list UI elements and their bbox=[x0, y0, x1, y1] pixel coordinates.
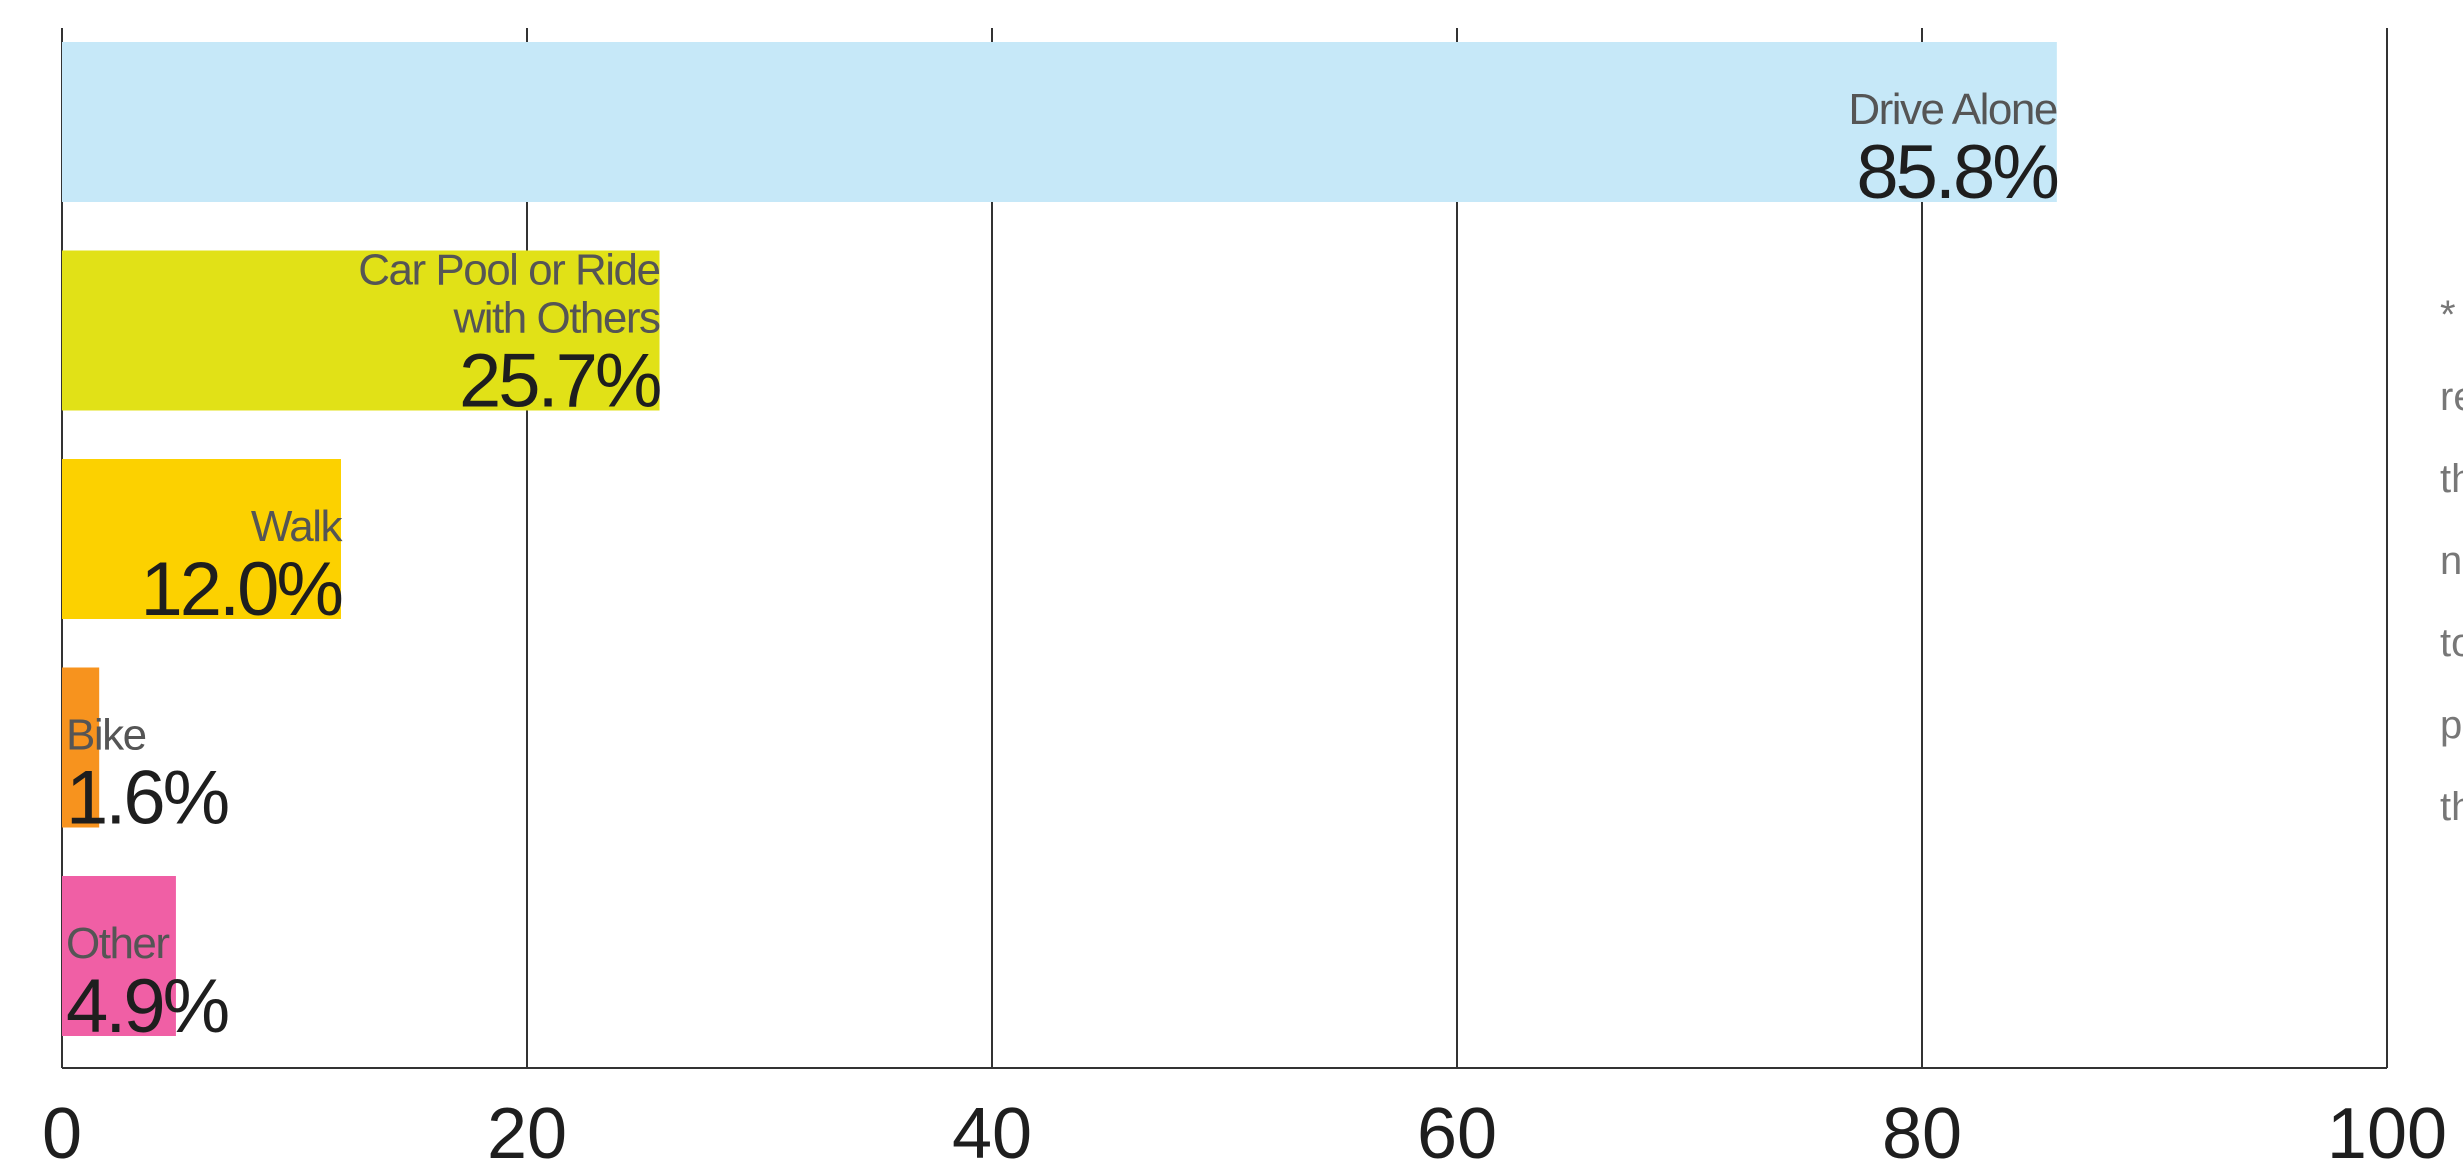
x-tick-label: 40 bbox=[952, 1094, 1032, 1164]
bar-value-label: 12.0% bbox=[141, 547, 342, 632]
x-tick-label: 60 bbox=[1417, 1094, 1497, 1164]
side-note-line: th bbox=[2440, 457, 2463, 501]
bar-category-label: Other bbox=[66, 919, 169, 968]
side-note-line: to bbox=[2440, 621, 2463, 665]
bar-category-label: Car Pool or Ride bbox=[358, 246, 659, 295]
x-tick-label: 100 bbox=[2327, 1094, 2447, 1164]
side-note-line: re bbox=[2440, 375, 2463, 419]
bar bbox=[62, 667, 100, 828]
chart-bars: 85.8%Drive Alone 25.7% Car Pool or Ridewit… bbox=[62, 42, 2060, 1049]
bar-category-label: with Others bbox=[453, 294, 661, 343]
bar bbox=[62, 876, 176, 1036]
bar bbox=[62, 459, 341, 619]
side-note-line: p bbox=[2440, 703, 2462, 747]
bar-value-label: 25.7% bbox=[459, 339, 660, 424]
bar bbox=[62, 42, 2057, 202]
x-tick-label: 80 bbox=[1882, 1094, 1962, 1164]
x-tick-label: 0 bbox=[42, 1094, 82, 1164]
bar bbox=[62, 250, 660, 411]
bar-category-label: Drive Alone bbox=[1848, 85, 2057, 134]
bar-value-label: 1.6% bbox=[66, 756, 228, 841]
side-note-line: th bbox=[2440, 785, 2463, 829]
bar-value-label: 85.8% bbox=[1856, 130, 2057, 215]
bar-category-label: Bike bbox=[66, 711, 146, 760]
side-note-line: n bbox=[2440, 539, 2462, 583]
x-tick-label: 20 bbox=[487, 1094, 567, 1164]
side-note-line: * bbox=[2440, 293, 2456, 337]
bar-category-label: Walk bbox=[251, 502, 344, 551]
side-note: * re th n to p th bbox=[2440, 293, 2463, 829]
x-axis: 0 20 40 60 80 100 bbox=[42, 1067, 2447, 1164]
bar-value-label: 4.9% bbox=[66, 964, 228, 1049]
